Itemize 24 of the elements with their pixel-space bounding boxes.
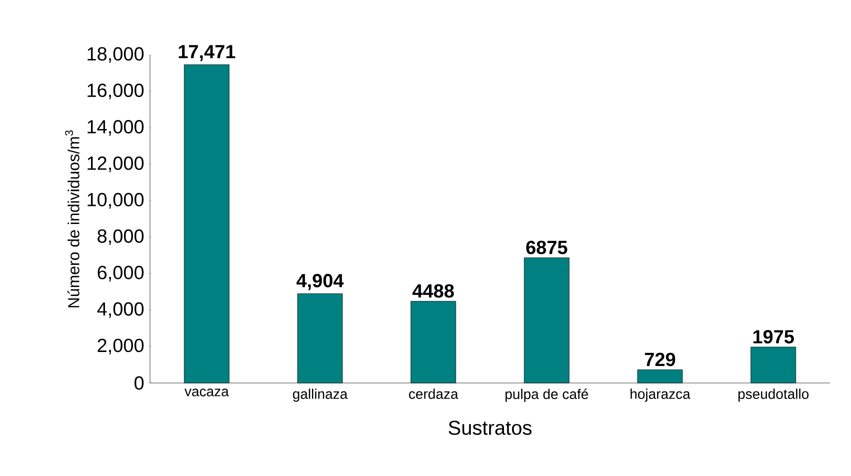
y-tick-label: 18,000 [88, 47, 144, 63]
x-axis-title: Sustratos [448, 420, 532, 435]
x-tick-label: vacaza [184, 388, 229, 396]
y-tick-label: 0 [134, 376, 144, 390]
data-label: 1975 [753, 330, 794, 344]
y-axis-title: Número de individuos/m$^{3}$ [65, 130, 80, 308]
y-tick-label: 2,000 [98, 338, 144, 354]
x-tick-label: gallinaza [292, 388, 348, 402]
y-tick-label: 4,000 [97, 302, 144, 318]
data-label: 4,904 [296, 274, 344, 290]
y-tick-label: 16,000 [88, 84, 144, 100]
data-label: 17,471 [178, 45, 236, 62]
x-tick-label: pulpa de café [506, 388, 588, 402]
y-tick-label: 10,000 [88, 192, 144, 209]
y-tick-label: 12,000 [88, 156, 144, 172]
data-label: 6875 [526, 240, 568, 254]
x-tick-label: pseudotallo [738, 388, 809, 402]
data-label: 4488 [412, 284, 454, 298]
x-tick-label: hojarazca [630, 388, 690, 402]
data-label: 729 [644, 352, 676, 366]
y-tick-label: 6,000 [98, 266, 144, 282]
y-tick-label: 14,000 [88, 120, 144, 136]
y-tick-label: 8,000 [98, 229, 144, 246]
x-tick-label: cerdaza [409, 388, 458, 399]
